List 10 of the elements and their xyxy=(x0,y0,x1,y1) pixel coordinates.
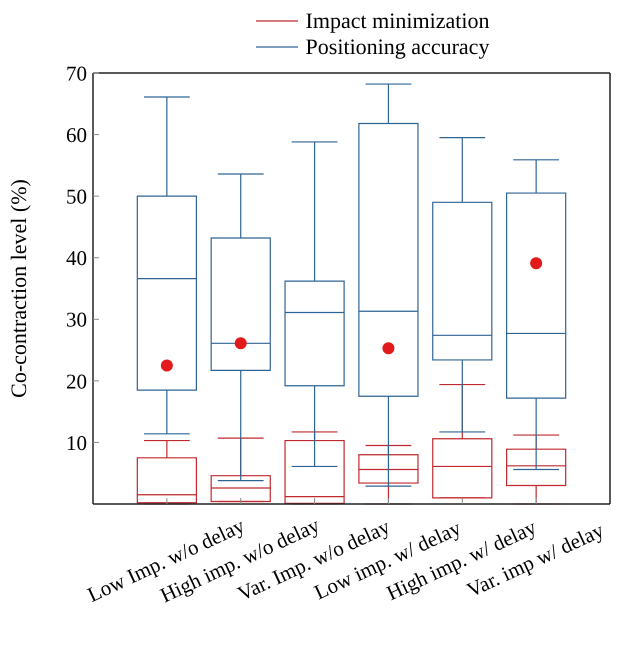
y-tick-label: 30 xyxy=(66,308,87,332)
y-tick-label: 60 xyxy=(66,123,87,148)
y-tick-label: 70 xyxy=(66,61,87,86)
y-tick-label: 40 xyxy=(66,246,87,270)
y-tick-label: 10 xyxy=(66,430,87,455)
legend-label: Impact minimization xyxy=(306,8,490,34)
legend-label: Positioning accuracy xyxy=(306,34,490,60)
y-axis-title: Co-contraction level (%) xyxy=(6,179,31,398)
y-tick-label: 20 xyxy=(66,369,87,394)
y-tick-label: 50 xyxy=(66,184,87,209)
